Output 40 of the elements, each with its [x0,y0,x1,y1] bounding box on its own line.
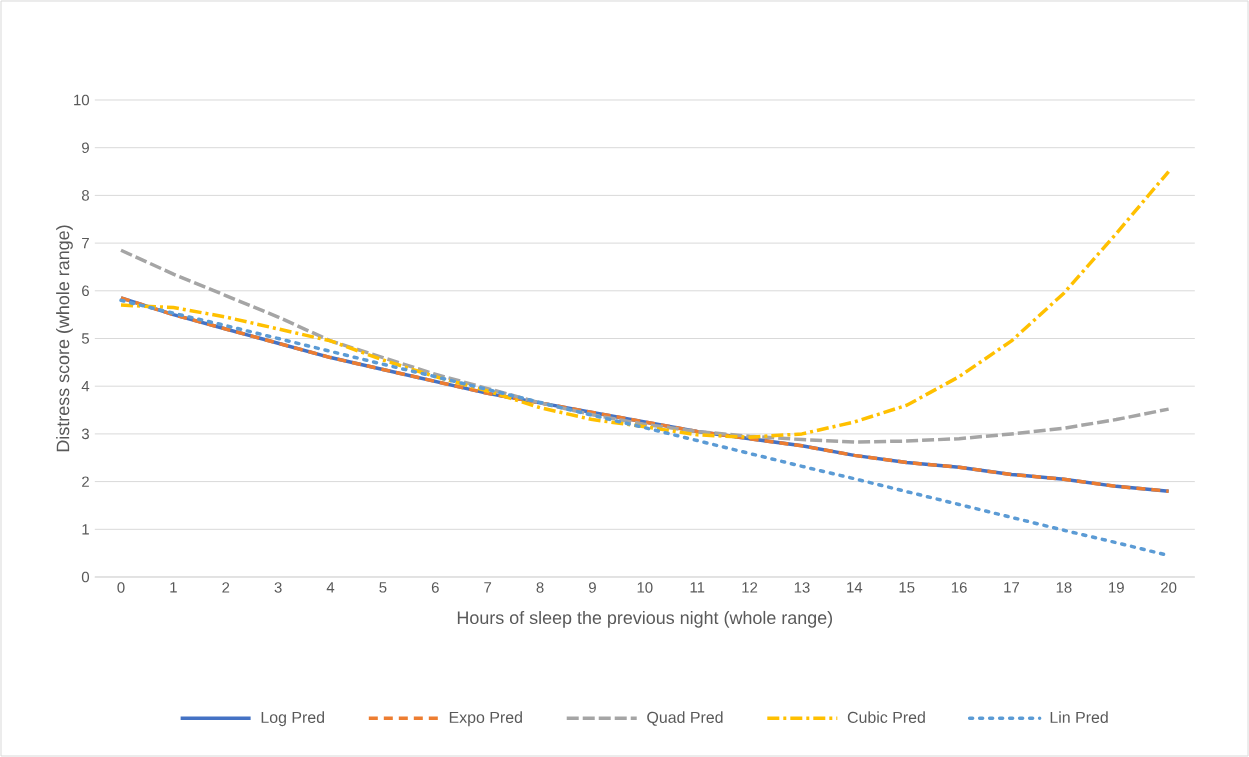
x-tick-label: 17 [1004,582,1020,593]
x-tick-label: 20 [1161,582,1177,593]
x-tick-label: 1 [170,582,177,593]
legend-label: Expo Pred [449,711,522,727]
x-tick-label: 15 [899,582,915,593]
y-tick-label: 5 [81,333,90,344]
legend-label: Quad Pred [647,711,723,726]
x-tick-label: 6 [431,582,439,593]
x-tick-label: 3 [274,582,282,593]
x-tick-label: 5 [379,582,387,593]
legend-label: Log Pred [261,711,325,727]
x-tick-label: 4 [326,582,335,593]
x-tick-label: 0 [117,582,125,593]
x-tick-label: 19 [1109,582,1124,593]
x-tick-label: 18 [1056,582,1072,593]
x-tick-label: 2 [222,582,230,593]
x-tick-label: 10 [637,582,653,593]
y-tick-label: 4 [81,381,90,392]
legend-label: Cubic Pred [847,711,925,724]
x-tick-label: 14 [847,582,863,593]
y-tick-label: 9 [82,142,89,153]
x-tick-label: 16 [951,582,967,593]
y-axis-title: Distress score (whole range) [56,225,73,452]
y-tick-label: 2 [82,476,89,487]
y-tick-label: 7 [82,237,89,249]
legend-label: Lin Pred [1050,711,1108,724]
y-tick-label: 1 [82,524,89,535]
y-tick-label: 3 [81,428,89,440]
y-tick-label: 0 [81,571,90,583]
y-tick-label: 6 [82,285,89,297]
x-tick-label: 8 [536,582,544,593]
x-tick-label: 12 [742,582,758,593]
line-series [119,248,1171,444]
y-tick-label: 10 [74,94,90,106]
x-axis-title: Hours of sleep the previous night (whole range) [457,610,833,628]
x-tick-label: 7 [484,582,492,593]
x-tick-label: 9 [588,582,596,593]
y-tick-label: 8 [81,190,89,201]
x-tick-label: 13 [794,582,810,593]
x-tick-label: 11 [690,582,705,593]
